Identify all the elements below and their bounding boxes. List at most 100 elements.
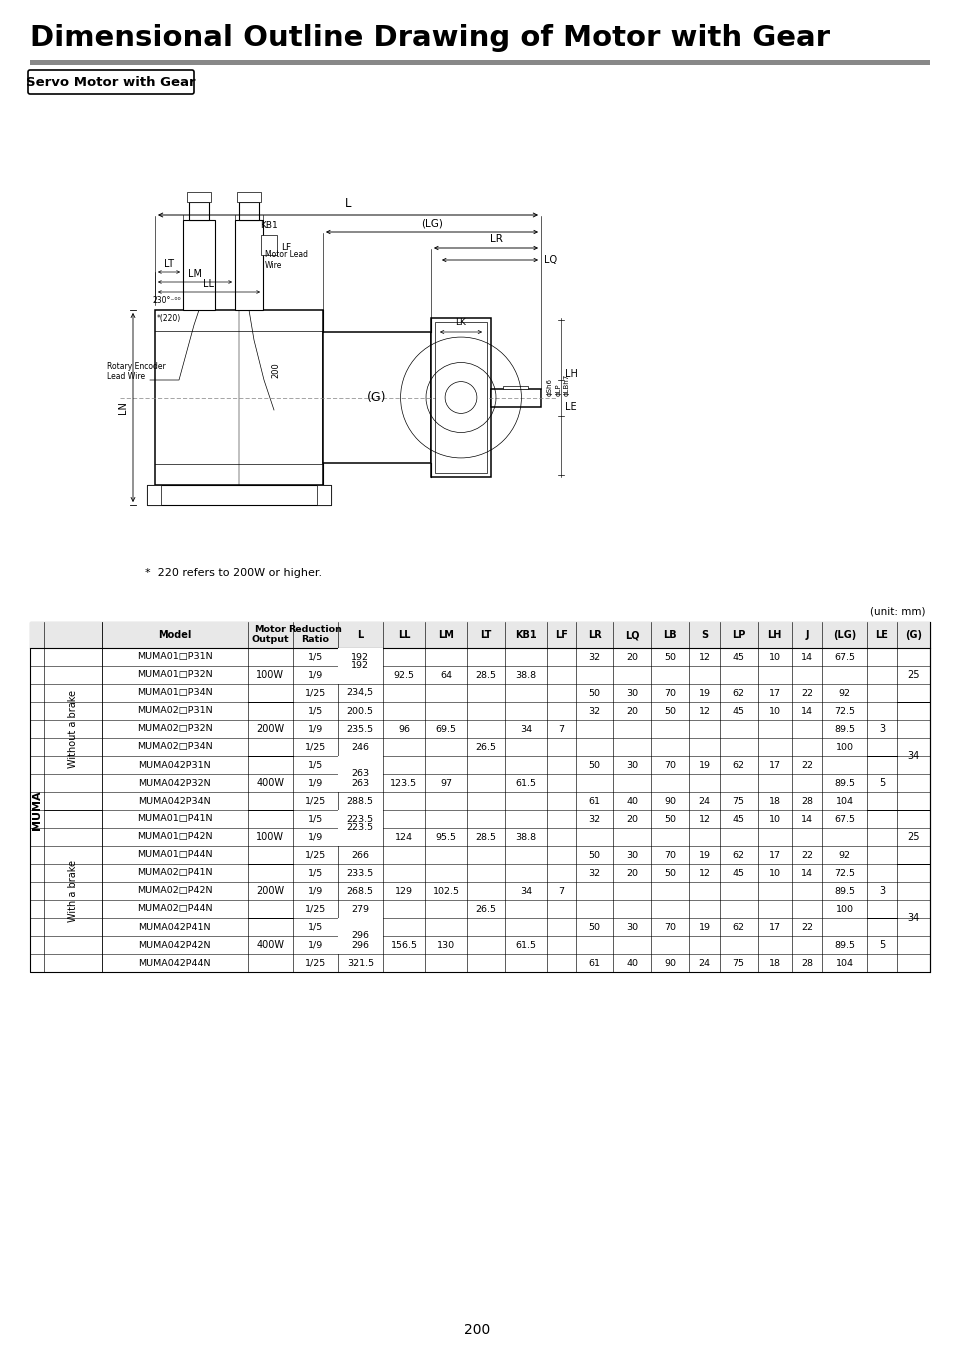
Text: L: L xyxy=(356,630,363,640)
Text: MUMA042P31N: MUMA042P31N xyxy=(138,761,211,770)
Text: 246: 246 xyxy=(351,743,369,751)
Text: MUMA01□P32N: MUMA01□P32N xyxy=(137,670,213,680)
Text: 64: 64 xyxy=(439,670,452,680)
Text: 129: 129 xyxy=(395,886,413,896)
Text: 72.5: 72.5 xyxy=(834,707,855,716)
Bar xyxy=(337,757,382,792)
Text: 7: 7 xyxy=(558,886,563,896)
Bar xyxy=(187,192,211,203)
Text: 50: 50 xyxy=(588,851,600,859)
Bar xyxy=(189,203,209,220)
Bar xyxy=(183,220,214,309)
Text: 12: 12 xyxy=(698,869,710,878)
Text: 22: 22 xyxy=(801,923,812,931)
Text: 104: 104 xyxy=(835,797,853,805)
Text: 40: 40 xyxy=(626,958,638,967)
Text: LN: LN xyxy=(118,401,128,413)
Bar xyxy=(30,59,929,65)
Text: 28.5: 28.5 xyxy=(476,832,497,842)
Text: 1/25: 1/25 xyxy=(304,851,326,859)
Text: J: J xyxy=(804,630,808,640)
Text: 223.5: 223.5 xyxy=(346,824,374,832)
Text: 1/5: 1/5 xyxy=(307,761,322,770)
Text: 100: 100 xyxy=(835,743,853,751)
Text: 61.5: 61.5 xyxy=(515,940,536,950)
Text: 62: 62 xyxy=(732,761,744,770)
Text: 45: 45 xyxy=(732,869,744,878)
Text: 1/9: 1/9 xyxy=(307,886,322,896)
Text: 1/5: 1/5 xyxy=(307,707,322,716)
Text: 200.5: 200.5 xyxy=(347,707,374,716)
Text: 70: 70 xyxy=(663,761,676,770)
Text: 1/25: 1/25 xyxy=(304,905,326,913)
Text: 1/5: 1/5 xyxy=(307,923,322,931)
Text: 20: 20 xyxy=(626,653,638,662)
Text: MUMA042P41N: MUMA042P41N xyxy=(138,923,211,931)
Text: 45: 45 xyxy=(732,815,744,824)
Text: MUMA02□P31N: MUMA02□P31N xyxy=(137,707,213,716)
Text: 89.5: 89.5 xyxy=(834,778,855,788)
Text: 12: 12 xyxy=(698,707,710,716)
Text: MUMA01□P34N: MUMA01□P34N xyxy=(137,689,213,697)
Text: MUMA02□P42N: MUMA02□P42N xyxy=(137,886,213,896)
Text: 102.5: 102.5 xyxy=(433,886,459,896)
Text: 5: 5 xyxy=(878,778,884,788)
Text: 30: 30 xyxy=(626,761,638,770)
Bar xyxy=(234,220,263,309)
Text: LB: LB xyxy=(662,630,677,640)
Text: 50: 50 xyxy=(663,653,676,662)
Text: 95.5: 95.5 xyxy=(436,832,456,842)
Text: (G): (G) xyxy=(903,630,921,640)
Text: ϕLP: ϕLP xyxy=(556,382,561,396)
Bar xyxy=(503,385,528,389)
Text: 61: 61 xyxy=(588,958,600,967)
Text: 123.5: 123.5 xyxy=(390,778,417,788)
Text: LR: LR xyxy=(587,630,600,640)
Text: MUMA042P32N: MUMA042P32N xyxy=(138,778,211,788)
Text: KB1: KB1 xyxy=(515,630,537,640)
Text: 61.5: 61.5 xyxy=(515,778,536,788)
Text: 19: 19 xyxy=(698,923,710,931)
Text: 50: 50 xyxy=(588,761,600,770)
Text: 100W: 100W xyxy=(255,670,284,680)
Text: 30: 30 xyxy=(626,923,638,931)
Text: LM: LM xyxy=(437,630,454,640)
Text: 62: 62 xyxy=(732,689,744,697)
Bar xyxy=(30,621,929,648)
Text: 70: 70 xyxy=(663,851,676,859)
Text: 67.5: 67.5 xyxy=(834,653,855,662)
Text: 19: 19 xyxy=(698,761,710,770)
Text: 1/25: 1/25 xyxy=(304,689,326,697)
Text: LF: LF xyxy=(554,630,567,640)
Text: 89.5: 89.5 xyxy=(834,724,855,734)
Text: (G): (G) xyxy=(367,390,386,404)
Text: 34: 34 xyxy=(519,886,532,896)
Text: 25: 25 xyxy=(906,832,919,842)
Text: 22: 22 xyxy=(801,761,812,770)
Text: 1/5: 1/5 xyxy=(307,869,322,878)
Text: 32: 32 xyxy=(588,869,600,878)
Text: LL: LL xyxy=(203,280,214,289)
Text: LE: LE xyxy=(564,403,576,412)
Text: 192: 192 xyxy=(351,653,369,662)
Text: 28: 28 xyxy=(801,797,812,805)
Text: 223.5: 223.5 xyxy=(346,815,374,824)
Text: 40: 40 xyxy=(626,797,638,805)
Bar xyxy=(491,389,540,407)
Text: 96: 96 xyxy=(397,724,410,734)
Text: 19: 19 xyxy=(698,689,710,697)
Text: MUMA01□P42N: MUMA01□P42N xyxy=(137,832,213,842)
Text: 200: 200 xyxy=(463,1323,490,1337)
Text: 1/9: 1/9 xyxy=(307,832,322,842)
Text: 5: 5 xyxy=(878,940,884,950)
Text: 200: 200 xyxy=(271,362,280,378)
Text: 124: 124 xyxy=(395,832,413,842)
Text: *(220): *(220) xyxy=(156,313,181,323)
Text: 24: 24 xyxy=(698,958,710,967)
Text: 75: 75 xyxy=(732,958,744,967)
Text: 89.5: 89.5 xyxy=(834,886,855,896)
Text: L: L xyxy=(344,197,351,209)
Bar xyxy=(236,192,261,203)
Text: LE: LE xyxy=(875,630,887,640)
Text: ϕLBh7: ϕLBh7 xyxy=(563,373,569,396)
